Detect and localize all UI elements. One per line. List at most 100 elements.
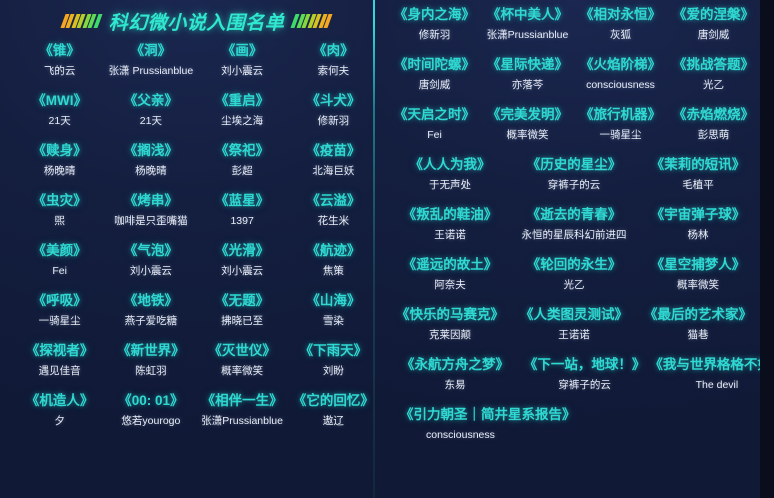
right-panel: 《身内之海》 修新羽 《杯中美人》 张潇Prussianblue 《相对永恒》 灰狐 《爱的… <box>379 0 774 498</box>
entry-item[interactable]: 《父亲》 21天 <box>105 93 196 127</box>
entry-item[interactable]: 《人类图灵测试》 王诺诺 <box>512 307 636 341</box>
entry-item[interactable]: 《宇宙弹子球》 杨林 <box>636 207 760 241</box>
entry-title: 《烤串》 <box>123 192 178 208</box>
entry-author: 刘小震云 <box>221 64 264 77</box>
entry-item[interactable]: 《机造人》夕 <box>14 393 105 427</box>
entry-title: 《相伴一生》 <box>201 392 283 408</box>
entry-item[interactable]: 《锥》 飞的云 <box>14 43 105 77</box>
entry-author: 燕子爱吃糖 <box>124 314 178 327</box>
entry-item[interactable]: 《旅行机器》 一骑星尘 <box>574 107 667 141</box>
entry-author: 21天 <box>48 114 71 127</box>
entry-title: 《探视者》 <box>25 342 94 358</box>
entry-row: 《人人为我》 于无声处 《历史的星尘》 穿裤子的云 《茉莉的短讯》 毛植平 <box>388 157 760 191</box>
entry-item[interactable]: 《挑战答题》 光乙 <box>667 57 760 91</box>
entry-item[interactable]: 《祭祀》 彭超 <box>197 143 288 177</box>
entry-author: 杨林 <box>687 228 709 241</box>
entry-item[interactable]: 《它的回忆》 遨辽 <box>288 393 379 427</box>
entry-item[interactable]: 《星际快递》 亦落芩 <box>481 57 574 91</box>
entry-item[interactable]: 《逝去的青春》 永恒的星辰科幻前进四 <box>512 207 636 241</box>
entry-item[interactable]: 《云溢》 花生米 <box>288 193 379 227</box>
entry-item[interactable]: 《美颜》 Fei <box>14 243 105 277</box>
entry-title: 《父亲》 <box>123 92 178 108</box>
entry-item[interactable]: 《00: 01》 悠若yourogo <box>105 393 196 427</box>
entry-title: 《灭世仪》 <box>208 342 276 358</box>
entry-item[interactable]: 《画》 刘小震云 <box>197 43 288 77</box>
entry-item[interactable]: 《航迹》 焦策 <box>288 243 379 277</box>
entry-title: 《下一站，地球！》 <box>523 356 646 372</box>
entry-item[interactable]: 《无题》 拂晓已至 <box>197 293 288 327</box>
entry-title: 《锥》 <box>39 43 80 58</box>
entry-item[interactable]: 《遥远的故土》 阿奈夫 <box>388 257 512 291</box>
entry-item[interactable]: 《新世界》 陈虹羽 <box>105 343 196 377</box>
entry-item[interactable]: 《山海》 雪染 <box>288 293 379 327</box>
entry-item[interactable]: 《重启》 尘埃之海 <box>197 93 288 127</box>
entry-item[interactable]: 《气泡》 刘小震云 <box>105 243 196 277</box>
entry-title: 《永航方舟之梦》 <box>400 356 509 372</box>
entry-item[interactable]: 《灭世仪》 概率微笑 <box>197 343 288 377</box>
entry-title: 《洞》 <box>130 43 172 58</box>
entry-item[interactable]: 《探视者》 遇见佳音 <box>14 343 105 377</box>
entry-item[interactable]: 《完美发明》 概率微笑 <box>481 107 574 141</box>
entry-item[interactable]: 《搁浅》 杨晚晴 <box>105 143 196 177</box>
entry-item[interactable]: 《我与世界格格不如》 The devil <box>647 357 774 391</box>
entry-title: 《云溢》 <box>306 192 361 208</box>
entry-title: 《肉》 <box>313 43 354 58</box>
entry-author: 杨晚晴 <box>43 164 76 177</box>
entry-item[interactable]: 《洞》张潇 Prussianblue <box>105 43 196 77</box>
right-entry-grid: 《身内之海》 修新羽 《杯中美人》 张潇Prussianblue 《相对永恒》 灰狐 《爱的… <box>388 0 774 457</box>
entry-title: 《重启》 <box>215 92 270 108</box>
entry-item[interactable]: 《快乐的马赛克》 克莱因颠 <box>388 307 512 341</box>
entry-item[interactable]: 《烤串》 咖啡是只歪嘴猫 <box>105 193 196 227</box>
entry-item[interactable]: 《下雨天》 刘盼 <box>288 343 379 377</box>
entry-item[interactable]: 《蓝星》 1397 <box>197 193 288 227</box>
entry-row: 《天启之时》 Fei 《完美发明》 概率微笑 《旅行机器》 一骑星尘 《赤焰燃烧》 彭思萌 <box>388 107 760 141</box>
entry-item[interactable]: 《肉》 索何夫 <box>288 43 379 77</box>
entry-item[interactable]: 《茉莉的短讯》 毛植平 <box>636 157 760 191</box>
entry-author: 张潇 Prussianblue <box>108 64 194 77</box>
entry-author: 煕 <box>54 214 65 227</box>
entry-title: 《遥远的故土》 <box>402 256 498 272</box>
entry-row: 《MWI》 21天 《父亲》 21天 《重启》 尘埃之海 《斗犬》 修新羽 <box>14 93 379 127</box>
entry-item[interactable]: 《历史的星尘》 穿裤子的云 <box>512 157 636 191</box>
entry-item[interactable]: 《天启之时》 Fei <box>388 107 481 141</box>
entry-item[interactable]: 《最后的艺术家》 猫巷 <box>636 307 760 341</box>
entry-item[interactable]: 《杯中美人》 张潇Prussianblue <box>481 7 574 41</box>
entry-title: 《快乐的马赛克》 <box>396 306 504 322</box>
entry-item[interactable]: 《虫灾》煕 <box>14 193 105 227</box>
entry-item[interactable]: 《呼吸》 一骑星尘 <box>14 293 105 327</box>
entry-item[interactable]: 《爱的涅槃》 唐剑威 <box>667 7 760 41</box>
entry-item[interactable]: 《疫苗》 北海巨妖 <box>288 143 379 177</box>
entry-title: 《疫苗》 <box>306 142 361 158</box>
entry-author: 一骑星尘 <box>38 314 81 327</box>
entry-author: consciousness <box>586 78 655 91</box>
entry-author: Fei <box>52 264 67 277</box>
entry-item[interactable]: 《光滑》 刘小震云 <box>197 243 288 277</box>
entry-item[interactable]: 《赤焰燃烧》 彭思萌 <box>667 107 760 141</box>
entry-item[interactable]: 《轮回的永生》 光乙 <box>512 257 636 291</box>
entry-item[interactable]: 《斗犬》 修新羽 <box>288 93 379 127</box>
entry-item[interactable]: 《相对永恒》 灰狐 <box>574 7 667 41</box>
entry-item[interactable]: 《引力朝圣｜简井星系报告》 consciousness <box>398 407 578 441</box>
entry-item[interactable]: 《相伴一生》 张潇Prussianblue <box>197 393 288 427</box>
entry-item[interactable]: 《人人为我》 于无声处 <box>388 157 512 191</box>
entry-author: 花生米 <box>317 214 350 227</box>
entry-author: 刘小震云 <box>221 264 264 277</box>
entry-item[interactable]: 《下一站，地球！》 穿裤子的云 <box>522 357 648 391</box>
entry-title: 《轮回的永生》 <box>526 256 622 272</box>
entry-item[interactable]: 《赎身》 杨晚晴 <box>14 143 105 177</box>
entry-title: 《天启之时》 <box>394 106 475 122</box>
entry-item[interactable]: 《永航方舟之梦》 东易 <box>388 357 522 391</box>
entry-item[interactable]: 《地铁》 燕子爱吃糖 <box>105 293 196 327</box>
entry-title: 《茉莉的短讯》 <box>650 156 746 172</box>
entry-item[interactable]: 《火焰阶梯》 consciousness <box>574 57 667 91</box>
entry-item[interactable]: 《时间陀螺》 唐剑威 <box>388 57 481 91</box>
entry-item[interactable]: 《MWI》 21天 <box>14 93 105 127</box>
entry-item[interactable]: 《星空捕梦人》 概率微笑 <box>636 257 760 291</box>
entry-item[interactable]: 《叛乱的鞋油》 王诺诺 <box>388 207 512 241</box>
entry-item[interactable]: 《身内之海》 修新羽 <box>388 7 481 41</box>
entry-title: 《它的回忆》 <box>292 392 374 408</box>
slash-decoration-left-icon <box>60 14 103 28</box>
entry-title: 《挑战答题》 <box>673 56 754 72</box>
entry-title: 《山海》 <box>306 292 361 308</box>
entry-row: 《遥远的故土》 阿奈夫 《轮回的永生》 光乙 《星空捕梦人》 概率微笑 <box>388 257 760 291</box>
